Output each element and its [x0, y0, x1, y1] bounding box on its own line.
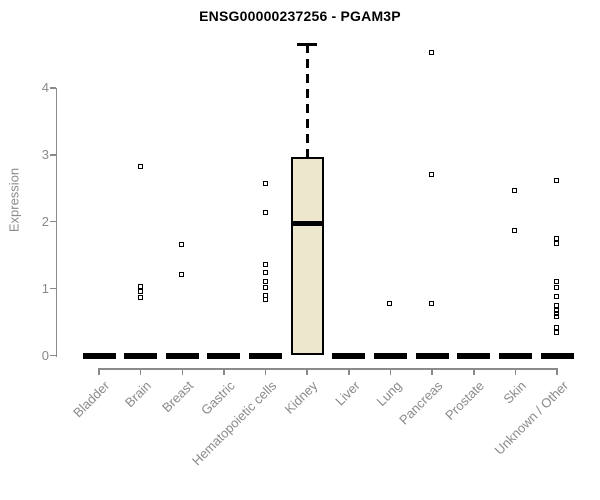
- outlier-point: [554, 307, 560, 313]
- x-axis-tick: [223, 368, 225, 375]
- y-axis-title: Expression: [6, 167, 22, 233]
- outlier-point: [554, 279, 560, 285]
- y-axis-tick: [49, 354, 56, 357]
- outlier-point: [554, 178, 560, 184]
- x-axis-tick: [389, 368, 392, 375]
- outlier-point: [554, 241, 560, 247]
- outlier-point: [262, 278, 268, 284]
- x-axis-tick: [264, 368, 267, 375]
- flat-box-pancreas: [415, 352, 449, 359]
- outlier-point: [179, 272, 185, 278]
- y-tick-label: 3: [41, 147, 49, 163]
- outlier-point: [554, 235, 560, 241]
- x-category-label-brain: Brain: [122, 378, 155, 411]
- outlier-point: [262, 181, 268, 187]
- y-tick-label: 0: [41, 348, 49, 363]
- box-kidney: [290, 156, 324, 356]
- outlier-point: [429, 49, 435, 55]
- outlier-point: [137, 289, 143, 295]
- outlier-point: [137, 284, 143, 290]
- x-category-label-pancreas: Pancreas: [396, 378, 446, 428]
- outlier-point: [554, 284, 560, 290]
- outlier-point: [554, 294, 560, 300]
- outlier-point: [262, 296, 268, 302]
- x-category-label-breast: Breast: [158, 378, 196, 416]
- x-category-label-kidney: Kidney: [282, 378, 321, 417]
- x-category-label-skin: Skin: [500, 378, 530, 407]
- median-line: [290, 220, 324, 226]
- flat-box-gastric: [207, 352, 241, 359]
- flat-box-brain: [124, 352, 158, 359]
- y-tick-label: 1: [41, 281, 49, 297]
- y-axis-line: [55, 87, 57, 357]
- x-category-label-gastric: Gastric: [197, 378, 238, 418]
- x-axis-tick: [348, 368, 350, 375]
- x-category-label-prostate: Prostate: [442, 378, 488, 423]
- outlier-point: [429, 300, 435, 306]
- flat-box-prostate: [457, 352, 491, 359]
- y-tick-label: 2: [41, 214, 49, 230]
- outlier-point: [512, 187, 518, 193]
- outlier-point: [179, 241, 185, 247]
- x-category-label-unknown-other: Unknown / Other: [491, 378, 571, 458]
- x-axis-tick: [556, 368, 558, 375]
- outlier-point: [387, 300, 393, 306]
- y-axis-tick: [49, 220, 56, 223]
- flat-box-skin: [498, 352, 532, 359]
- outlier-point: [512, 227, 518, 233]
- x-category-label-bladder: Bladder: [70, 378, 113, 421]
- x-category-label-liver: Liver: [331, 378, 363, 409]
- x-axis-tick: [431, 368, 433, 375]
- outlier-point: [429, 171, 435, 177]
- outlier-point: [137, 164, 143, 170]
- outlier-point: [262, 284, 268, 290]
- y-axis-tick: [49, 87, 56, 89]
- x-category-label-lung: Lung: [373, 378, 405, 410]
- x-axis-tick: [181, 368, 184, 375]
- outlier-point: [262, 262, 268, 268]
- whisker-cap: [297, 43, 318, 46]
- y-tick-label: 4: [41, 80, 49, 96]
- flat-box-bladder: [82, 352, 116, 359]
- x-axis-tick: [139, 368, 142, 375]
- outlier-point: [554, 329, 560, 335]
- flat-box-unknown-other: [540, 352, 574, 359]
- flat-box-liver: [332, 352, 366, 359]
- outlier-point: [137, 294, 143, 300]
- outlier-point: [262, 270, 268, 276]
- flat-box-breast: [165, 352, 199, 359]
- x-axis-tick: [473, 368, 475, 375]
- outlier-point: [554, 310, 560, 316]
- x-axis-tick: [98, 368, 100, 375]
- flat-box-lung: [373, 352, 407, 359]
- whisker-line: [305, 44, 309, 157]
- outlier-point: [262, 209, 268, 215]
- y-axis-tick: [49, 287, 56, 290]
- flat-box-hematopoietic-cells: [249, 352, 283, 359]
- chart-title: ENSG00000237256 - PGAM3P: [199, 8, 401, 24]
- x-axis-tick: [514, 368, 517, 375]
- outlier-point: [554, 314, 560, 320]
- outlier-point: [554, 324, 560, 330]
- y-axis-tick: [49, 154, 56, 156]
- x-axis-line: [98, 368, 558, 370]
- x-axis-tick: [306, 368, 308, 375]
